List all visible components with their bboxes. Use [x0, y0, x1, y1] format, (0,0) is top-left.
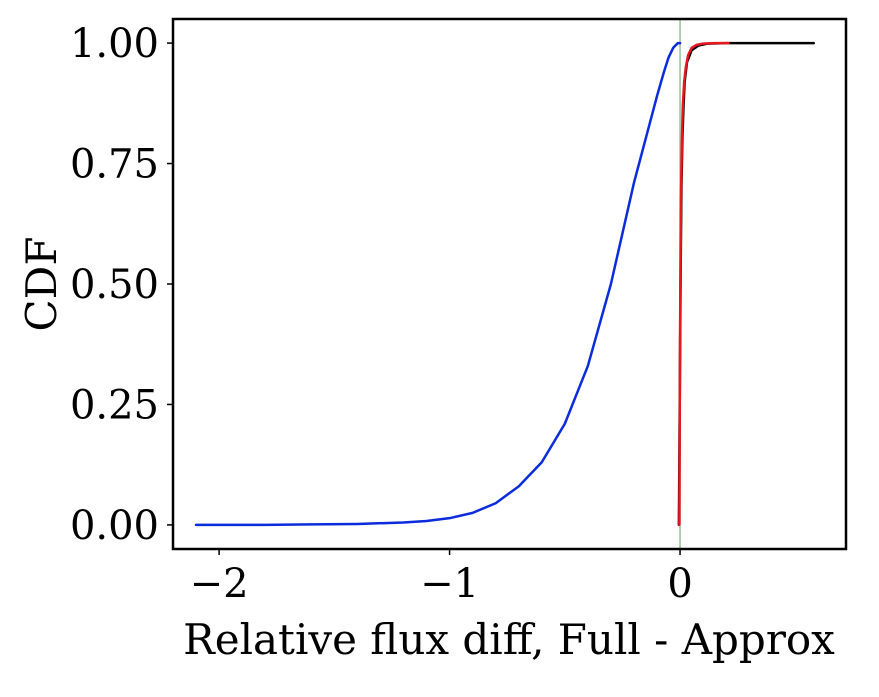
- y-tick-label-0: 0.00: [70, 503, 159, 549]
- x-tick-label-1: −1: [420, 561, 479, 607]
- y-tick-label-2: 0.50: [70, 262, 159, 308]
- y-tick-label-4: 1.00: [70, 21, 159, 67]
- series-line-3: [678, 41, 730, 527]
- y-tick-label-1: 0.25: [70, 382, 159, 428]
- y-tick-label-3: 0.75: [70, 142, 159, 188]
- plot-layer: [194, 19, 815, 549]
- x-tick-label-0: −2: [190, 561, 249, 607]
- x-axis-label: Relative flux diff, Full - Approx: [183, 615, 835, 664]
- y-axis-label: CDF: [17, 237, 66, 332]
- plot-background: [173, 19, 846, 549]
- x-tick-label-2: 0: [667, 561, 692, 607]
- tick-layer: −2 −1 0 0.00 0.25 0.50 0.75 1.00: [70, 21, 693, 607]
- series-line-1: [194, 41, 682, 527]
